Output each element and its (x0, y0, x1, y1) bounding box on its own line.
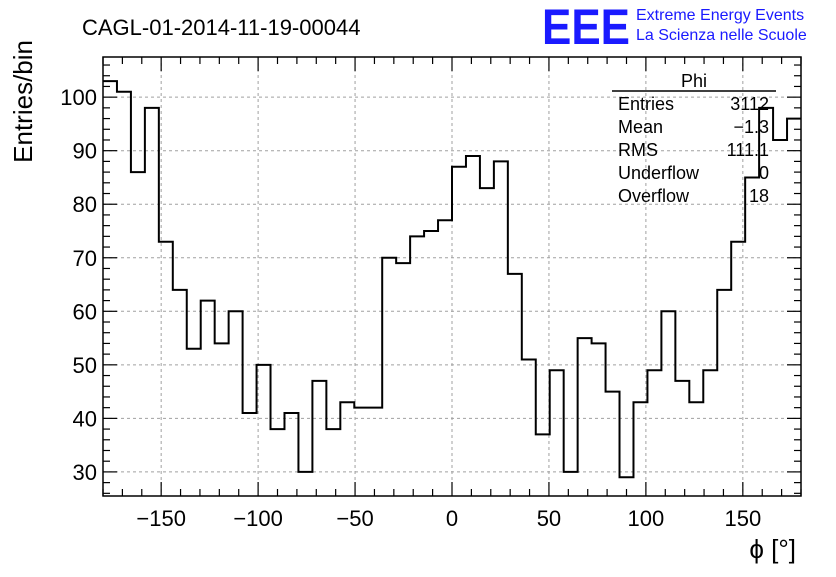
grid-lines (103, 57, 801, 496)
stats-row-label: RMS (618, 140, 658, 160)
y-tick-label: 60 (73, 299, 97, 324)
stats-row-label: Mean (618, 117, 663, 137)
histogram-series (103, 80, 801, 479)
x-tick-label: −150 (136, 506, 186, 531)
x-tick-label: 150 (724, 506, 761, 531)
stats-box: Phi Entries 3112 Mean −1.3 RMS 111.1 Underflow… (612, 71, 776, 206)
y-tick-label: 50 (73, 353, 97, 378)
x-tick-labels: −150 −100 −50 0 50 100 150 (136, 506, 761, 531)
stats-row-value: 0 (759, 163, 769, 183)
eee-logo: EEE Extreme Energy Events La Scienza nel… (542, 0, 807, 55)
y-tick-label: 70 (73, 246, 97, 271)
stats-row-label: Underflow (618, 163, 700, 183)
x-tick-label: 100 (628, 506, 665, 531)
eee-logo-mark: EEE (542, 0, 630, 55)
y-tick-label: 100 (60, 85, 97, 110)
stats-row-value: 111.1 (727, 140, 769, 160)
y-tick-label: 80 (73, 192, 97, 217)
stats-row-value: 18 (749, 186, 769, 206)
x-axis-title: ϕ [°] (749, 534, 796, 564)
y-tick-labels: 30 40 50 60 70 80 90 100 (60, 85, 97, 485)
y-tick-label: 90 (73, 139, 97, 164)
axis-ticks (102, 57, 802, 496)
histogram-line (103, 80, 801, 479)
x-tick-label: −100 (233, 506, 283, 531)
stats-row-value: −1.3 (733, 117, 769, 137)
logo-line-1: Extreme Energy Events (636, 7, 804, 24)
x-tick-label: 0 (446, 506, 458, 531)
stats-row-value: 3112 (730, 94, 769, 114)
stats-row-label: Entries (618, 94, 674, 114)
stats-title: Phi (681, 71, 707, 91)
stats-rows: Entries 3112 Mean −1.3 RMS 111.1 Underflow 0 Ove… (618, 94, 769, 206)
chart-title: CAGL-01-2014-11-19-00044 (82, 15, 360, 40)
x-tick-label: −50 (336, 506, 373, 531)
stats-row-label: Overflow (618, 186, 690, 206)
y-axis-title: Entries/bin (8, 40, 38, 163)
y-tick-label: 40 (73, 406, 97, 431)
logo-line-2: La Scienza nelle Scuole (636, 27, 807, 44)
x-tick-label: 50 (537, 506, 561, 531)
y-tick-label: 30 (73, 460, 97, 485)
